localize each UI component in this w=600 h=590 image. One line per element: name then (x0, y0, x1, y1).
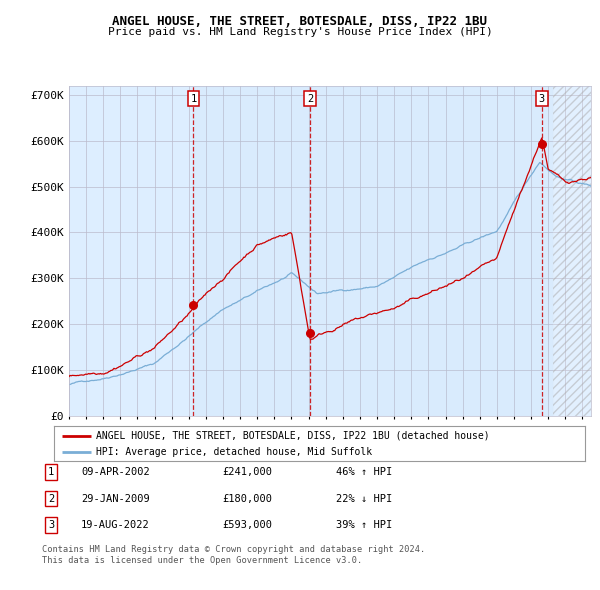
Text: Contains HM Land Registry data © Crown copyright and database right 2024.: Contains HM Land Registry data © Crown c… (42, 545, 425, 555)
Text: 1: 1 (190, 94, 197, 104)
Text: £180,000: £180,000 (222, 494, 272, 503)
Text: ANGEL HOUSE, THE STREET, BOTESDALE, DISS, IP22 1BU (detached house): ANGEL HOUSE, THE STREET, BOTESDALE, DISS… (97, 431, 490, 441)
Bar (193, 86, 310, 416)
Text: 3: 3 (539, 94, 545, 104)
Text: Price paid vs. HM Land Registry's House Price Index (HPI): Price paid vs. HM Land Registry's House … (107, 27, 493, 37)
Text: This data is licensed under the Open Government Licence v3.0.: This data is licensed under the Open Gov… (42, 556, 362, 565)
Text: 46% ↑ HPI: 46% ↑ HPI (336, 467, 392, 477)
Text: 22% ↓ HPI: 22% ↓ HPI (336, 494, 392, 503)
Text: £241,000: £241,000 (222, 467, 272, 477)
Text: 19-AUG-2022: 19-AUG-2022 (81, 520, 150, 530)
Text: 2: 2 (307, 94, 313, 104)
Text: £593,000: £593,000 (222, 520, 272, 530)
Text: 2: 2 (48, 494, 54, 503)
Text: 09-APR-2002: 09-APR-2002 (81, 467, 150, 477)
Text: HPI: Average price, detached house, Mid Suffolk: HPI: Average price, detached house, Mid … (97, 447, 373, 457)
Text: 3: 3 (48, 520, 54, 530)
Bar (69, 86, 193, 416)
Text: ANGEL HOUSE, THE STREET, BOTESDALE, DISS, IP22 1BU: ANGEL HOUSE, THE STREET, BOTESDALE, DISS… (113, 15, 487, 28)
Text: 39% ↑ HPI: 39% ↑ HPI (336, 520, 392, 530)
Bar (553, 86, 591, 416)
Bar (310, 86, 553, 416)
Bar (553, 86, 591, 416)
Text: 29-JAN-2009: 29-JAN-2009 (81, 494, 150, 503)
Text: 1: 1 (48, 467, 54, 477)
